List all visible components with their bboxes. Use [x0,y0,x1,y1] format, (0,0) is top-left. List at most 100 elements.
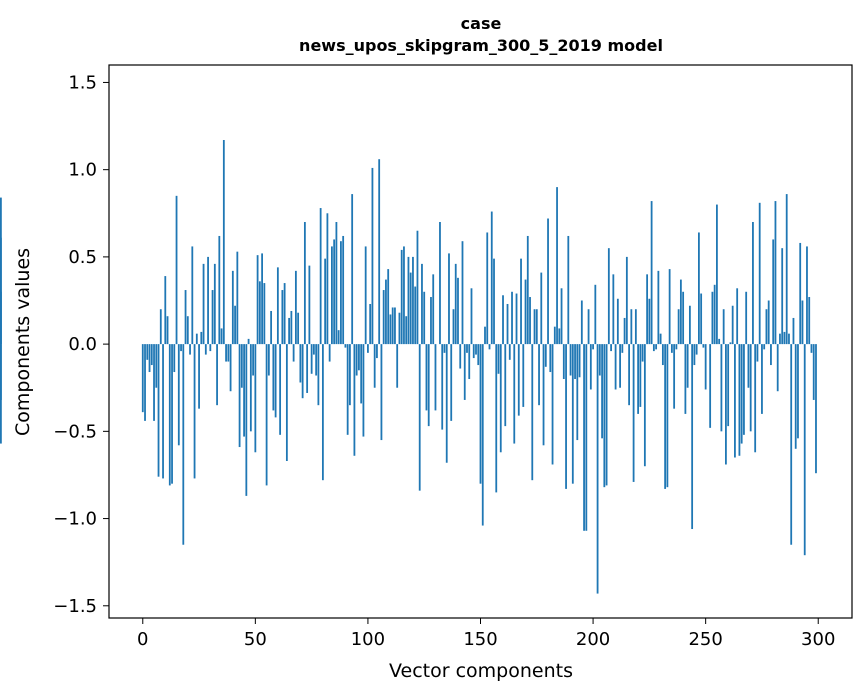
bar [486,232,489,345]
bar [806,246,808,345]
bar [155,344,158,388]
bar [450,344,453,421]
bar [502,295,504,345]
y-tick-label: 0.0 [68,334,97,355]
bar [342,235,345,345]
bar [785,194,788,345]
bar [202,263,205,345]
bar [274,344,277,418]
bar [810,344,813,353]
bar [670,344,673,353]
bar [265,344,268,486]
bar [326,213,329,345]
bar [659,333,662,345]
bar [797,344,799,439]
bar [461,241,464,345]
bar [387,269,390,345]
bar [526,235,529,345]
bar [484,326,486,345]
bar [547,218,549,345]
bar [321,344,324,481]
x-axis-label: Vector components [389,660,573,682]
bar [637,344,640,414]
bar [184,290,187,345]
bar [204,344,207,355]
bar [396,344,399,388]
bar [238,344,241,448]
bar [745,291,748,345]
bar [463,344,466,400]
bar [792,317,795,345]
bar [713,284,716,345]
bar [781,248,784,345]
bar [803,344,806,556]
bar [675,344,678,350]
bar [589,344,592,390]
bar [258,281,261,345]
bar [290,310,293,345]
bar [213,263,216,345]
bar [524,279,527,345]
bar [335,222,338,345]
bar [162,344,164,479]
y-tick-label: 1.5 [68,72,97,93]
bar [432,274,435,345]
bar [495,344,498,493]
x-tick-label: 100 [351,629,385,650]
bar [580,300,583,345]
chart-title: case news_upos_skipgram_300_5_2019 model [299,14,663,55]
bar [639,344,642,407]
bar [448,253,450,345]
x-tick-label: 150 [463,629,497,650]
bar [254,344,257,453]
bar [337,330,340,345]
bar [684,344,687,414]
bar [459,344,462,369]
bar [394,307,396,345]
bar [556,187,558,345]
bar [207,256,209,345]
bar [513,344,516,444]
bar [439,222,441,345]
bar [421,263,423,345]
bar [195,333,198,345]
bar [648,298,651,345]
bar [497,344,500,374]
bar [535,309,538,345]
bar [743,344,745,435]
bar [236,251,239,345]
bar [598,344,601,376]
bar [747,344,750,388]
bar [815,344,817,474]
bar [285,344,288,461]
bar [281,290,284,345]
bar [324,258,327,345]
bar [698,232,700,345]
bar [191,246,194,345]
y-tick-label: −0.5 [53,421,97,442]
bar [150,344,153,366]
bar [749,344,752,432]
bar [752,222,754,345]
bar [657,270,660,345]
bar [240,344,243,388]
bar [481,344,484,526]
bar [294,270,297,345]
bar [351,194,354,345]
y-axis-ticks: −1.5 −1.0 −0.5 0.0 0.5 1.0 1.5 [53,72,109,617]
bar [578,344,581,378]
x-tick-label: 0 [137,629,148,650]
bar [812,344,815,400]
bar [542,344,545,446]
bar [661,344,664,366]
bar [504,344,507,427]
bar [614,344,617,390]
bar [734,344,736,458]
bar [770,344,772,366]
bar [189,344,191,355]
bar [704,344,707,390]
bar [220,328,223,345]
bar [540,272,543,345]
bar [506,303,509,345]
bar [619,344,621,388]
